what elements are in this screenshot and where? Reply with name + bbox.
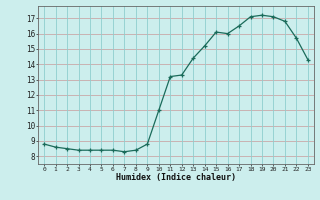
X-axis label: Humidex (Indice chaleur): Humidex (Indice chaleur) [116, 173, 236, 182]
